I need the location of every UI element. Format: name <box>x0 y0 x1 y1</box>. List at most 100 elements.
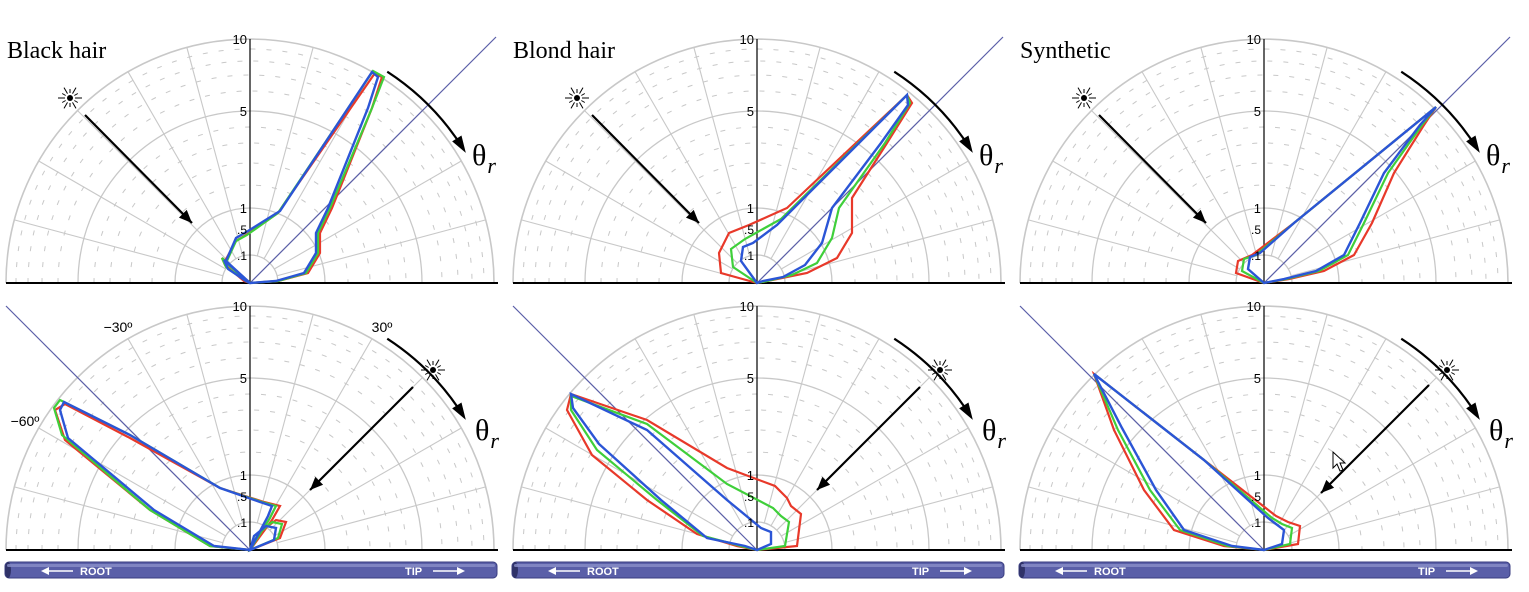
radial-tick-label: 10 <box>740 32 754 47</box>
grid-subring <box>636 162 878 284</box>
right-arrow-icon <box>1446 567 1478 575</box>
grid-spoke <box>1290 486 1500 544</box>
angle-label: −30º <box>104 319 133 335</box>
radial-tick-label: 10 <box>233 299 247 314</box>
grid-subring <box>1143 162 1385 284</box>
grid-spoke <box>584 110 738 264</box>
left-arrow-icon <box>41 567 73 575</box>
radial-tick-label: 5 <box>240 104 247 119</box>
theta-label: θr <box>475 414 499 453</box>
polar-grid <box>5 305 495 551</box>
grid-subring <box>109 142 391 284</box>
grid-spoke <box>1141 71 1251 260</box>
incident-arrow-icon <box>84 114 193 224</box>
grid-subring <box>15 48 485 284</box>
curves <box>717 92 914 285</box>
grid-subring <box>1029 315 1499 551</box>
radial-tick-label: .1 <box>1251 249 1261 263</box>
grid-spoke <box>1141 338 1251 527</box>
fiber-bar: ROOT TIP <box>511 561 1005 579</box>
incident-arrow-icon <box>309 386 414 491</box>
grid-spoke <box>1028 219 1238 277</box>
curve-green <box>729 93 912 285</box>
grid-spoke <box>1270 314 1328 524</box>
rotation-arrow-icon <box>386 70 466 153</box>
fiber-bar: ROOT TIP <box>4 561 498 579</box>
panel-black-hair-bottom <box>5 305 498 553</box>
panel-black-hair-top: Black hair <box>5 36 498 285</box>
grid-subring <box>1123 409 1405 551</box>
theta-label: θr <box>1489 414 1513 453</box>
column-title: Blond hair <box>513 38 615 64</box>
root-label: ROOT <box>587 566 619 578</box>
rotation-arrow-icon <box>893 337 973 420</box>
theta-label: θr <box>982 414 1006 453</box>
incident-arrow-icon <box>1098 114 1207 224</box>
grid-spoke <box>634 71 744 260</box>
right-arrow-icon <box>940 567 972 575</box>
grid-spoke <box>1270 47 1328 257</box>
grid-spoke <box>38 160 227 270</box>
curve-red <box>1234 106 1437 285</box>
grid-spoke <box>763 314 821 524</box>
theta-label: θr <box>1486 139 1510 178</box>
radial-tick-label: .1 <box>237 516 247 530</box>
grid-spoke <box>276 486 486 544</box>
radial-tick-label: 10 <box>233 32 247 47</box>
polar-grid <box>5 38 495 284</box>
curve-blue <box>739 92 910 285</box>
grid-spoke <box>273 427 462 537</box>
grid-spoke <box>1277 71 1387 260</box>
panel-synthetic-top: Synthetic <box>1019 36 1512 285</box>
radial-tick-label: 1 <box>1254 468 1261 483</box>
reference-line <box>756 36 1004 284</box>
radial-tick-label: 5 <box>747 104 754 119</box>
fiber-bars: ROOT TIP ROOT TIP ROOT TIP <box>4 561 1511 579</box>
radial-tick-label: 5 <box>240 371 247 386</box>
grid-subring <box>548 341 966 551</box>
panel-blond-hair-top: Blond hair <box>512 36 1005 285</box>
tip-label: TIP <box>912 566 929 578</box>
curves <box>52 398 288 553</box>
grid-subring <box>548 74 966 284</box>
grid-subring <box>616 142 898 284</box>
rotation-arrow-icon <box>1400 70 1480 153</box>
curve-blue <box>1092 373 1286 552</box>
polar-grid <box>512 38 1002 284</box>
radial-tick-label: 1 <box>747 468 754 483</box>
annotations: 10 5 1 .5 .1 θr 10 5 1 .5 .1 θr 10 5 1 .5 .1 θr 10 5 1 .5 .1 θr… <box>11 32 1514 530</box>
curves <box>220 69 386 285</box>
grid-spoke <box>1287 427 1476 537</box>
mouse-pointer-icon <box>1332 450 1347 472</box>
radial-tick-label: .5 <box>1251 223 1261 237</box>
root-label: ROOT <box>80 566 112 578</box>
radial-tick-label: .1 <box>1251 516 1261 530</box>
radial-tick-label: 5 <box>1254 104 1261 119</box>
theta-label: θr <box>979 139 1003 178</box>
grid-spoke <box>545 160 734 270</box>
radial-tick-label: .1 <box>744 516 754 530</box>
radial-tick-label: .1 <box>237 249 247 263</box>
grid-spoke <box>263 338 373 527</box>
curves <box>1091 370 1302 552</box>
radial-tick-label: 1 <box>1254 201 1261 216</box>
tip-label: TIP <box>405 566 422 578</box>
curve-red <box>53 402 288 553</box>
grid-spoke <box>1200 47 1258 257</box>
grid-spoke <box>693 47 751 257</box>
radial-tick-label: 10 <box>1247 32 1261 47</box>
radial-tick-label: 1 <box>240 201 247 216</box>
radial-tick-label: 10 <box>740 299 754 314</box>
light-source-icon <box>565 87 589 109</box>
light-source-icon <box>1072 87 1096 109</box>
radial-tick-label: .5 <box>744 490 754 504</box>
grid-spoke <box>256 47 314 257</box>
grid-spoke <box>780 427 969 537</box>
angle-label: 30º <box>372 319 393 335</box>
grid-spoke <box>38 427 227 537</box>
grid-subring <box>636 429 878 551</box>
radial-tick-label: .5 <box>237 490 247 504</box>
grid-subring <box>522 315 992 551</box>
column-title: Black hair <box>7 38 106 64</box>
radial-tick-label: .5 <box>1251 490 1261 504</box>
